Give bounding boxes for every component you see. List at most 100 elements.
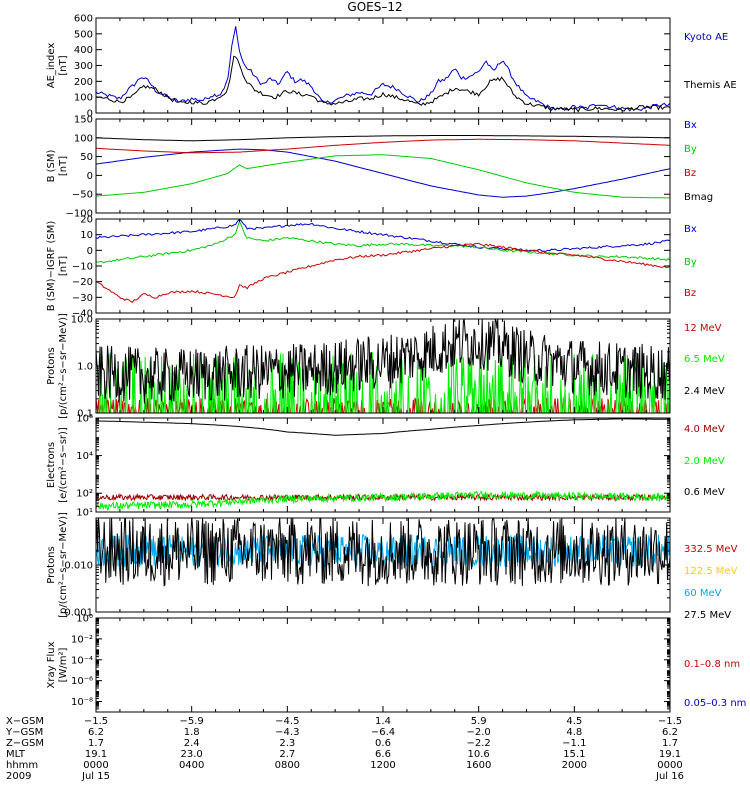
- legend-entry: By: [684, 257, 697, 268]
- ephemeris-value: 19.1: [659, 749, 681, 760]
- y-tick-label: 10⁶: [76, 414, 93, 425]
- ephemeris-row-label: MLT: [6, 749, 26, 760]
- y-axis-unit-label: [nT]: [58, 156, 69, 176]
- ephemeris-value: Jul 15: [81, 771, 110, 782]
- panel-ae: Kyoto AE Themis AE 0 100 200 300 400 500 600 AE_i…: [46, 14, 737, 120]
- panel-frame: [95, 218, 671, 314]
- y-axis-unit-label: [W/m²]: [58, 647, 69, 682]
- y-tick-label: 10⁴: [76, 451, 93, 462]
- ephemeris-value: 0000: [83, 760, 108, 771]
- ephemeris-value: 2.3: [279, 738, 295, 749]
- ephemeris-value: 10.6: [468, 749, 490, 760]
- series-line-by: [96, 219, 670, 264]
- ephemeris-value: 1600: [466, 760, 491, 771]
- y-axis-unit-label: [p/(cm²−s−sr−MeV)]: [58, 512, 69, 618]
- y-axis-unit-label: [nT]: [58, 256, 69, 276]
- legend-entry: 332.5 MeV: [684, 544, 738, 555]
- y-tick-label: −40: [72, 309, 93, 320]
- y-tick-label: 150: [74, 115, 93, 126]
- ephemeris-value: 5.9: [471, 716, 487, 727]
- y-tick-label: −20: [72, 277, 93, 288]
- ephemeris-value: 2.4: [184, 738, 200, 749]
- legend-entry: Bx: [684, 224, 697, 235]
- ephemeris-value: −5.9: [180, 716, 204, 727]
- ephemeris-value: −1.5: [84, 716, 108, 727]
- ephemeris-value: 15.1: [563, 749, 585, 760]
- ephemeris-row-label: Y−GSM: [5, 727, 43, 738]
- ephemeris-value: 19.1: [85, 749, 107, 760]
- panel-protons1: 12 MeV 6.5 MeV 2.4 MeV 0.1 1.0 10.0 Protons [p/…: [46, 313, 725, 420]
- series-line-bz: [96, 242, 670, 303]
- series-line-bz: [96, 138, 670, 154]
- legend-entry: 4.0 MeV: [684, 424, 725, 435]
- page-title: GOES–12: [347, 0, 403, 14]
- legend-entry: 60 MeV: [684, 588, 722, 599]
- series-line-bmag: [96, 135, 670, 142]
- ephemeris-value: 0400: [179, 760, 204, 771]
- y-tick-label: 400: [74, 45, 93, 56]
- y-tick-label: 10⁻⁶: [71, 676, 93, 687]
- y-tick-label: 0.001: [64, 608, 93, 619]
- series-group: [96, 319, 670, 413]
- y-axis-label: Xray Flux: [46, 641, 57, 688]
- y-axis-label: B (SM)−IGRF (SM): [46, 221, 57, 312]
- panel-bresid: Bx By Bz −40 −30 −20 −10 0 10 20 B (SM)−IGRF (SM)[…: [46, 215, 697, 320]
- ephemeris-row-label: hhmm: [6, 760, 38, 771]
- y-tick-label: 600: [74, 14, 93, 25]
- legend-entry: 6.5 MeV: [684, 354, 725, 365]
- series-group: [96, 26, 670, 113]
- legend-entry: 122.5 MeV: [684, 566, 738, 577]
- y-tick-label: 10⁻⁸: [71, 697, 93, 708]
- y-axis-label: B (SM): [46, 149, 57, 182]
- y-tick-label: 100: [74, 93, 93, 104]
- panel-frame: [95, 17, 671, 114]
- y-axis-label: Protons: [46, 347, 57, 384]
- ephemeris-value: −4.3: [275, 727, 299, 738]
- ephemeris-value: 0000: [657, 760, 682, 771]
- legend-entry: 27.5 MeV: [684, 610, 731, 621]
- ephemeris-value: 1.4: [375, 716, 391, 727]
- y-axis-label: Electrons: [46, 442, 57, 488]
- ephemeris-table: X−GSMY−GSMZ−GSMMLThhmm2009−1.56.21.719.1…: [5, 716, 684, 782]
- ephemeris-row-label: X−GSM: [6, 716, 44, 727]
- series-line-kyoto-ae: [96, 26, 670, 112]
- y-tick-label: 10²: [76, 489, 93, 500]
- y-axis-unit-label: [nT]: [58, 55, 69, 75]
- series-group: [96, 518, 670, 587]
- y-tick-label: 20: [80, 215, 93, 226]
- legend-entry: By: [684, 144, 697, 155]
- y-tick-label: 1.0: [77, 362, 93, 373]
- ephemeris-value: 6.6: [375, 749, 391, 760]
- y-tick-label: −50: [72, 190, 93, 201]
- y-tick-label: 50: [80, 152, 93, 163]
- ephemeris-value: −1.5: [658, 716, 682, 727]
- legend-entry: Kyoto AE: [684, 32, 728, 43]
- series-group: [96, 135, 670, 199]
- y-tick-label: 10⁻⁴: [71, 655, 93, 666]
- ephemeris-value: Jul 16: [655, 771, 684, 782]
- series-line-2-0-mev: [96, 490, 670, 511]
- y-tick-label: 10⁰: [76, 614, 93, 625]
- legend-entry: Themis AE: [683, 80, 737, 91]
- ephemeris-value: 23.0: [181, 749, 203, 760]
- series-group: [96, 219, 670, 303]
- y-axis-unit-label: [p/(cm²−s−sr−MeV)]: [58, 313, 69, 419]
- legend-entry: Bx: [684, 120, 697, 131]
- legend-entry: Bz: [684, 168, 696, 179]
- ephemeris-value: 1.7: [662, 738, 678, 749]
- ephemeris-row-label: 2009: [6, 771, 31, 782]
- legend-entry: Bmag: [684, 192, 713, 203]
- y-axis-unit-label: [e/(cm²−s−sr)]: [58, 427, 69, 503]
- series-line-by: [96, 154, 670, 199]
- legend-entry: 0.6 MeV: [684, 487, 725, 498]
- y-tick-label: 0: [87, 246, 93, 257]
- panel-electrons: 4.0 MeV 2.0 MeV 0.6 MeV 10¹ 10² 10⁴ 10⁶ Electro…: [46, 414, 725, 519]
- y-tick-label: 10.0: [71, 315, 93, 326]
- y-axis-label: Protons: [46, 546, 57, 583]
- series-line-2-4-mev: [96, 319, 670, 404]
- panel-frame: [95, 118, 671, 214]
- y-tick-label: 0: [87, 171, 93, 182]
- y-tick-label: 300: [74, 61, 93, 72]
- panel-frame: [95, 617, 671, 713]
